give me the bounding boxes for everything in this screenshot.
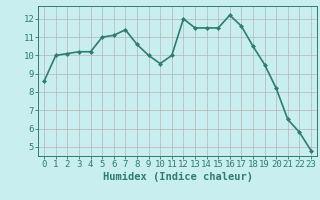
X-axis label: Humidex (Indice chaleur): Humidex (Indice chaleur) <box>103 172 252 182</box>
